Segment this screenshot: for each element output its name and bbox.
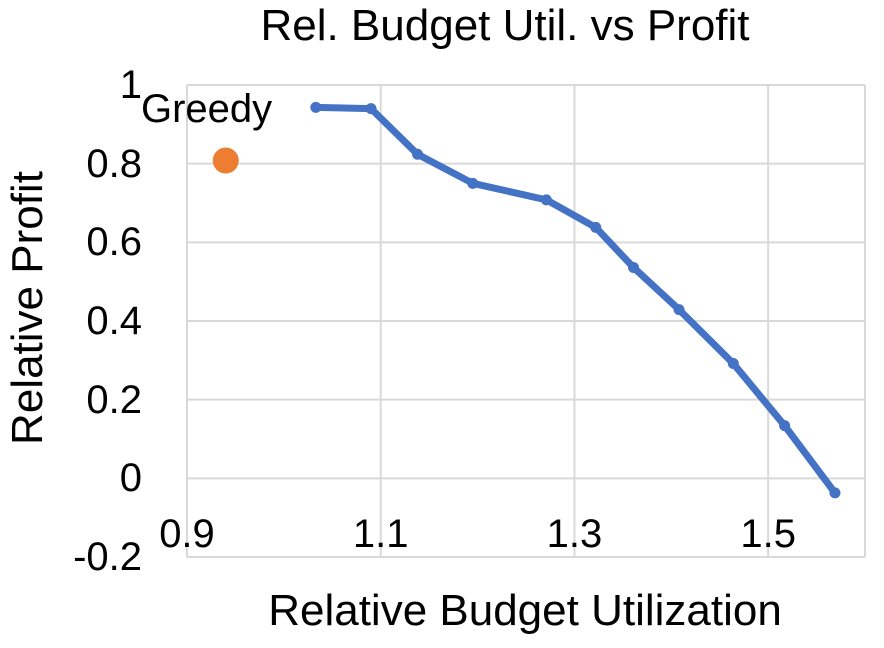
y-tick-label: 0.4 [86,299,142,343]
x-tick-label: 1.3 [546,512,603,556]
y-tick-label: 0.6 [86,220,142,265]
data-point-marker [673,304,685,316]
data-point-marker [590,221,602,233]
y-tick-label: 1 [119,63,142,107]
data-point-marker [467,177,479,189]
data-point-marker [310,101,322,113]
chart-title: Rel. Budget Util. vs Profit [260,1,750,50]
data-point-marker [779,420,791,432]
data-point-marker [829,487,841,499]
x-axis-title: Relative Budget Utilization [268,586,782,635]
data-point-marker [412,148,424,160]
data-point-marker [628,262,640,274]
y-tick-label: -0.2 [73,535,142,579]
greedy-point-label: Greedy [141,87,273,131]
data-point-marker [365,103,377,115]
x-tick-label: 1.1 [352,512,409,556]
y-tick-label: 0 [119,456,142,501]
y-tick-label: 0.2 [86,377,142,422]
data-point-marker [540,194,552,206]
x-tick-label: 1.5 [740,512,796,556]
y-tick-label: 0.8 [86,141,142,186]
greedy-point-marker [212,147,239,174]
x-tick-label: 0.9 [159,512,215,556]
data-point-marker [727,357,739,369]
